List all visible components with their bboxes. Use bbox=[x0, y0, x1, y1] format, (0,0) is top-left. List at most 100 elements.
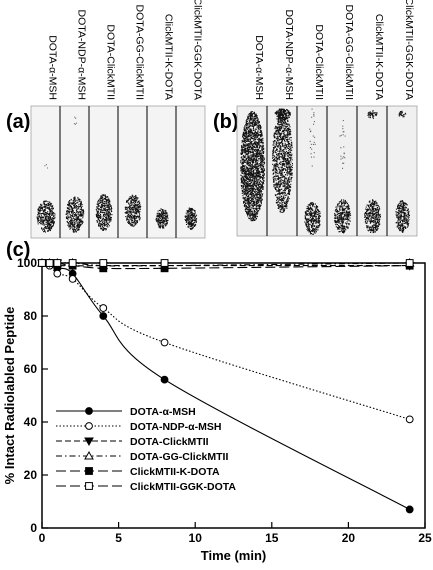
tlc-dot bbox=[259, 135, 261, 137]
tlc-dot bbox=[251, 149, 253, 151]
tlc-dot bbox=[250, 137, 252, 139]
tlc-dot bbox=[243, 175, 245, 177]
tlc-dot bbox=[138, 215, 140, 217]
tlc-dot bbox=[46, 214, 48, 216]
tlc-dot bbox=[245, 194, 247, 196]
tlc-dot bbox=[67, 216, 69, 218]
tlc-dot bbox=[250, 215, 252, 217]
tlc-dot bbox=[257, 118, 259, 120]
tlc-dot bbox=[255, 180, 257, 182]
tlc-dot bbox=[253, 185, 255, 187]
tlc-dot bbox=[42, 209, 44, 211]
tlc-dot bbox=[283, 138, 285, 140]
tlc-dot bbox=[128, 198, 130, 200]
tlc-dot bbox=[75, 203, 77, 205]
tlc-dot bbox=[288, 160, 290, 162]
tlc-dot bbox=[252, 160, 254, 162]
tlc-dot bbox=[274, 150, 276, 152]
tlc-dot bbox=[126, 217, 128, 219]
tlc-dot bbox=[99, 217, 101, 219]
tlc-dot bbox=[254, 134, 256, 136]
tlc-dot bbox=[283, 122, 285, 124]
tlc-dot bbox=[243, 144, 245, 146]
tlc-dot bbox=[249, 210, 251, 212]
tlc-dot bbox=[255, 152, 257, 154]
tlc-dot bbox=[249, 215, 251, 217]
tlc-dot bbox=[79, 223, 81, 225]
tlc-dot bbox=[255, 159, 257, 161]
tlc-dot bbox=[137, 216, 139, 218]
tlc-dot bbox=[245, 159, 247, 161]
tlc-dot bbox=[259, 158, 261, 160]
tlc-dot bbox=[255, 117, 257, 119]
tlc-dot bbox=[76, 205, 78, 207]
tlc-dot bbox=[184, 215, 186, 217]
tlc-dot bbox=[254, 166, 256, 168]
tlc-dot bbox=[257, 138, 259, 140]
tlc-dot bbox=[103, 220, 105, 222]
tlc-dot bbox=[276, 163, 278, 165]
tlc-dot bbox=[241, 171, 243, 173]
tlc-dot bbox=[134, 199, 136, 201]
tlc-dot bbox=[256, 120, 258, 122]
tlc-dot bbox=[51, 221, 53, 223]
tlc-dot bbox=[275, 172, 277, 174]
tlc-dot bbox=[278, 128, 280, 130]
tlc-dot bbox=[286, 114, 288, 116]
tlc-dot bbox=[43, 204, 45, 206]
tlc-dot bbox=[282, 163, 284, 165]
tlc-dot bbox=[290, 180, 292, 182]
tlc-dot bbox=[260, 135, 262, 137]
tlc-dot bbox=[244, 185, 246, 187]
tlc-dot bbox=[249, 166, 251, 168]
tlc-dot bbox=[193, 224, 195, 226]
tlc-dot bbox=[259, 124, 261, 126]
tlc-dot bbox=[272, 163, 274, 165]
tlc-dot bbox=[276, 162, 278, 164]
tlc-dot bbox=[252, 186, 254, 188]
tlc-dot bbox=[163, 223, 165, 225]
tlc-dot bbox=[244, 135, 246, 137]
tlc-dot bbox=[40, 218, 42, 220]
tlc-dot bbox=[51, 217, 53, 219]
tlc-dot bbox=[242, 162, 244, 164]
tlc-dot bbox=[261, 181, 263, 183]
tlc-dot bbox=[275, 133, 277, 135]
tlc-dot bbox=[100, 195, 102, 197]
tlc-dot bbox=[131, 217, 133, 219]
tlc-dot bbox=[70, 223, 72, 225]
tlc-dot bbox=[262, 137, 264, 139]
tlc-dot bbox=[251, 167, 253, 169]
tlc-dot bbox=[70, 217, 72, 219]
tlc-dot bbox=[101, 227, 103, 229]
tlc-dot bbox=[255, 182, 257, 184]
tlc-dot bbox=[284, 178, 286, 180]
tlc-dot bbox=[257, 125, 259, 127]
tlc-dot bbox=[246, 153, 248, 155]
tlc-dot bbox=[262, 168, 264, 170]
tlc-dot bbox=[243, 166, 245, 168]
tlc-dot bbox=[245, 151, 247, 153]
tlc-dot bbox=[100, 211, 102, 213]
tlc-dot bbox=[243, 193, 245, 195]
tlc-dot bbox=[253, 134, 255, 136]
tlc-dot bbox=[249, 161, 251, 163]
tlc-dot bbox=[281, 207, 283, 209]
tlc-dot bbox=[259, 164, 261, 166]
tlc-dot bbox=[248, 198, 250, 200]
tlc-dot bbox=[252, 195, 254, 197]
tlc-dot bbox=[249, 213, 251, 215]
tlc-dot bbox=[256, 184, 258, 186]
tlc-dot bbox=[241, 175, 243, 177]
tlc-dot bbox=[252, 117, 254, 119]
tlc-dot bbox=[98, 208, 100, 210]
tlc-dot bbox=[263, 164, 265, 166]
tlc-dot bbox=[105, 196, 107, 198]
tlc-dot bbox=[247, 171, 249, 173]
tlc-dot bbox=[272, 147, 274, 149]
tlc-dot bbox=[258, 121, 260, 123]
tlc-dot bbox=[243, 199, 245, 201]
tlc-dot bbox=[274, 170, 276, 172]
tlc-dot bbox=[249, 145, 251, 147]
tlc-dot bbox=[103, 225, 105, 227]
